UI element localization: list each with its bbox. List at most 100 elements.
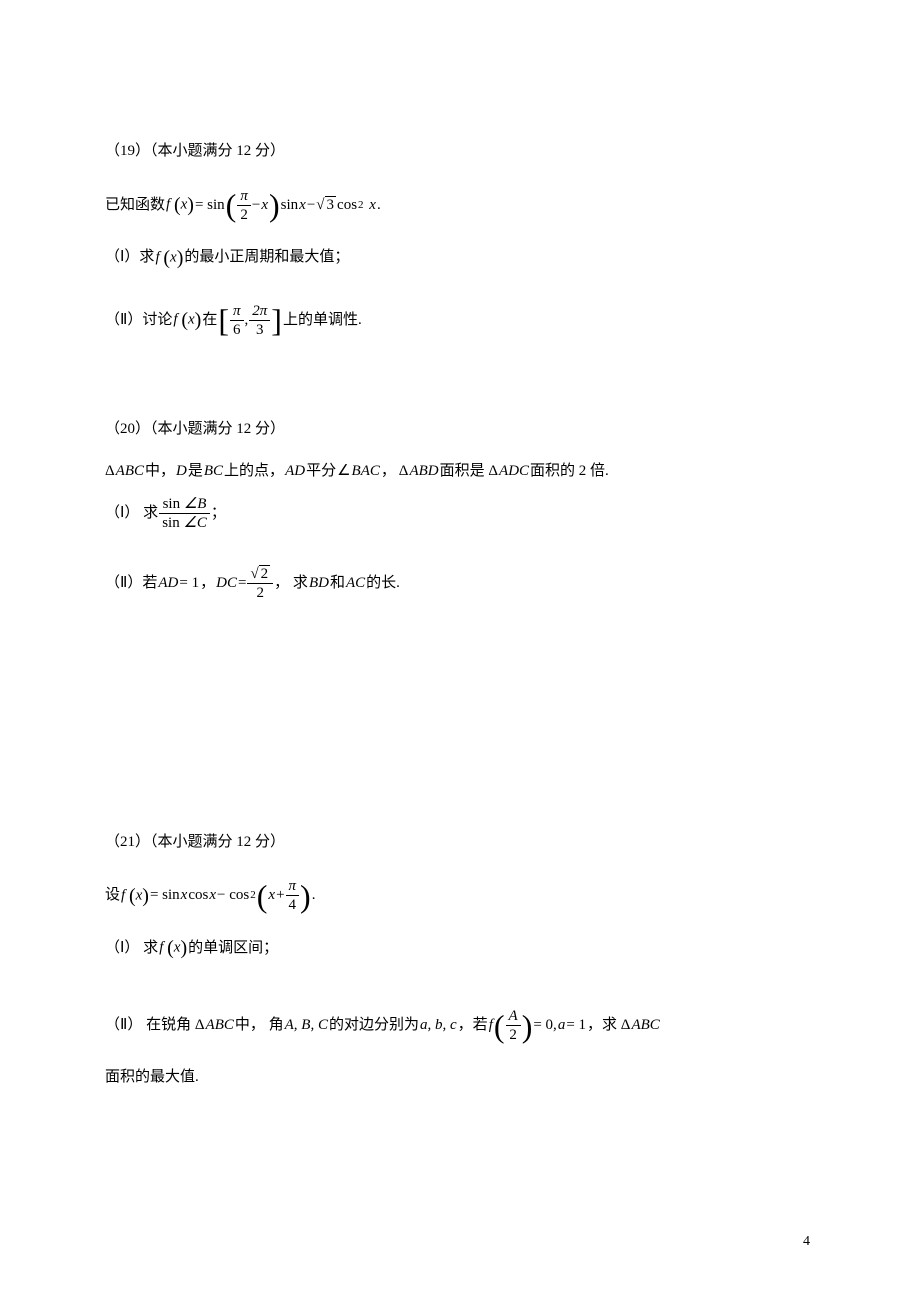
p21-a-den: 2 [506,1026,521,1044]
problem-19-part1: （Ⅰ）求 f (x) 的最小正周期和最大值； [105,243,815,273]
p20-comma2: ， 求 [274,572,308,595]
p19-space1 [365,194,369,217]
p20-dc-eq: = [238,572,246,595]
problem-19-header: （19）（本小题满分 12 分） [105,140,815,163]
problem-20-part2: （Ⅱ）若 AD = 1 ， DC = √2 2 ， 求 BD 和 AC 的长. [105,561,815,606]
p20-adc: ADC [499,460,529,483]
problem-20-body: Δ ABC 中， D 是 BC 上的点， AD 平分 ∠ BAC ， Δ ABD… [105,460,815,483]
problem-20-header: （20）（本小题满分 12 分） [105,418,815,441]
p20-ad: AD [285,460,305,483]
p21-p2-line2: 面积的最大值. [105,1066,815,1089]
page-number: 4 [803,1234,810,1250]
p21-x1: x [181,884,188,907]
p20-bd: BD [309,572,329,595]
p20-den2: 2 [247,584,273,602]
p21-four: 4 [286,896,300,914]
p19-frac-2pi-3: 2π 3 [249,302,270,339]
problem-20-part1: （Ⅰ） 求 sin ∠B sin ∠C ； [105,491,815,536]
p21-p2-end: 面积的最大值. [105,1066,199,1089]
p19-p2-mid: 在 [202,309,217,332]
p20-sin-num: sin [163,496,184,512]
p21-period: . [312,884,316,907]
p21-a-val: = 1 [566,1014,586,1037]
p19-sqrt3: √3 [316,194,336,217]
p19-p2-fx: f (x) [173,305,201,335]
p21-sq: 2 [250,887,256,904]
p19-p2-prefix: （Ⅱ）讨论 [105,309,172,332]
p20-ac: AC [346,572,365,595]
p21-x3: x [268,884,275,907]
p19-x2: x [299,194,306,217]
p20-abd: ABD [409,460,438,483]
p20-sqrt2: 2 [259,565,271,582]
p21-frac-pi-4: π 4 [286,877,300,914]
p20-p2-ad: AD [158,572,178,595]
p19-sqrt3-val: 3 [325,196,337,213]
p21-p2-angles: A, B, C [285,1014,328,1037]
p20-comma1: ， [200,572,215,595]
p20-p2-prefix: （Ⅱ）若 [105,572,157,595]
p19-sq: 2 [358,197,364,214]
p20-dc: DC [216,572,237,595]
p20-t2: 中， [145,460,175,483]
p21-lparen: ( [257,880,268,912]
p19-eq: = sin [195,194,225,217]
p19-p1-fx: f (x) [155,243,183,273]
p20-frac-sqrt2-2: √2 2 [247,565,273,602]
p20-t3: 是 [188,460,203,483]
p20-t6: ， Δ [381,460,409,483]
p20-ad-eq: = 1 [179,572,199,595]
p20-frac-sin: sin ∠B sin ∠C [159,495,210,532]
p19-fn: f [166,196,170,212]
p20-t4: 上的点， [224,460,284,483]
p21-p2-t5: ，求 Δ [587,1014,630,1037]
p21-p1-fn: f [159,939,163,955]
p21-fx: f (x) [121,881,149,911]
p21-p2-lparen: ( [494,1010,505,1042]
p21-eq-zero: = 0, [533,1014,556,1037]
p20-angle-c: ∠C [183,515,206,531]
p21-fn: f [121,887,125,903]
p20-sin-den: sin [162,515,183,531]
p21-p2-line1: （Ⅱ） 在锐角 Δ ABC 中， 角 A, B, C 的对边分别为 a, b, … [105,1003,815,1048]
p20-bac: BAC [352,460,380,483]
p19-frac-pi-6: π 6 [230,302,244,339]
p21-p2-sides: a, b, c [420,1014,457,1037]
p21-eq: = sin [150,884,180,907]
p19-p1-var: x [170,249,177,265]
p19-two: 2 [237,206,251,224]
p19-fx: f (x) [166,190,194,220]
p21-x2: x [209,884,216,907]
problem-21-intro: 设 f (x) = sin x cos x − cos 2 ( x + π 4 … [105,873,815,918]
p21-p2-abc2: ABC [631,1014,659,1037]
p19-p1-suffix: 的最小正周期和最大值； [184,246,349,269]
p19-int-num1: π [230,302,244,321]
p19-lparen1: ( [226,189,237,221]
p21-pi: π [286,877,300,896]
p19-pi: π [237,187,251,206]
p21-p1-prefix: （Ⅰ） 求 [105,937,158,960]
p19-sinx: sin [281,194,299,217]
p21-intro-prefix: 设 [105,884,120,907]
p21-a: a [558,1014,566,1037]
p19-frac-pi-2: π 2 [237,187,251,224]
p19-p2-suffix: 上的单调性. [283,309,362,332]
p19-minus2: − [307,194,315,217]
p21-a-num: A [506,1007,521,1026]
p21-p2-f: f [489,1014,493,1037]
problem-21-part2: （Ⅱ） 在锐角 Δ ABC 中， 角 A, B, C 的对边分别为 a, b, … [105,1003,815,1089]
problem-19-part2: （Ⅱ）讨论 f (x) 在 [ π 6 , 2π 3 ] 上的单调性. [105,298,815,343]
problem-19-intro: 已知函数 f (x) = sin ( π 2 − x ) sin x − √3 … [105,183,815,228]
p19-x1: x [261,194,268,217]
p19-rbracket: ] [271,304,282,336]
p21-cos: cos [188,884,208,907]
problem-21-part1: （Ⅰ） 求 f (x) 的单调区间； [105,933,815,963]
p19-int-den1: 6 [230,321,244,339]
p20-p1-suffix: ； [211,502,226,525]
problem-21-header: （21）（本小题满分 12 分） [105,831,815,854]
p21-plus: + [276,884,284,907]
p19-p2-var: x [188,311,195,327]
p19-cos: cos [337,194,357,217]
p19-rparen1: ) [269,189,280,221]
p21-p2-prefix: （Ⅱ） 在锐角 Δ [105,1014,205,1037]
